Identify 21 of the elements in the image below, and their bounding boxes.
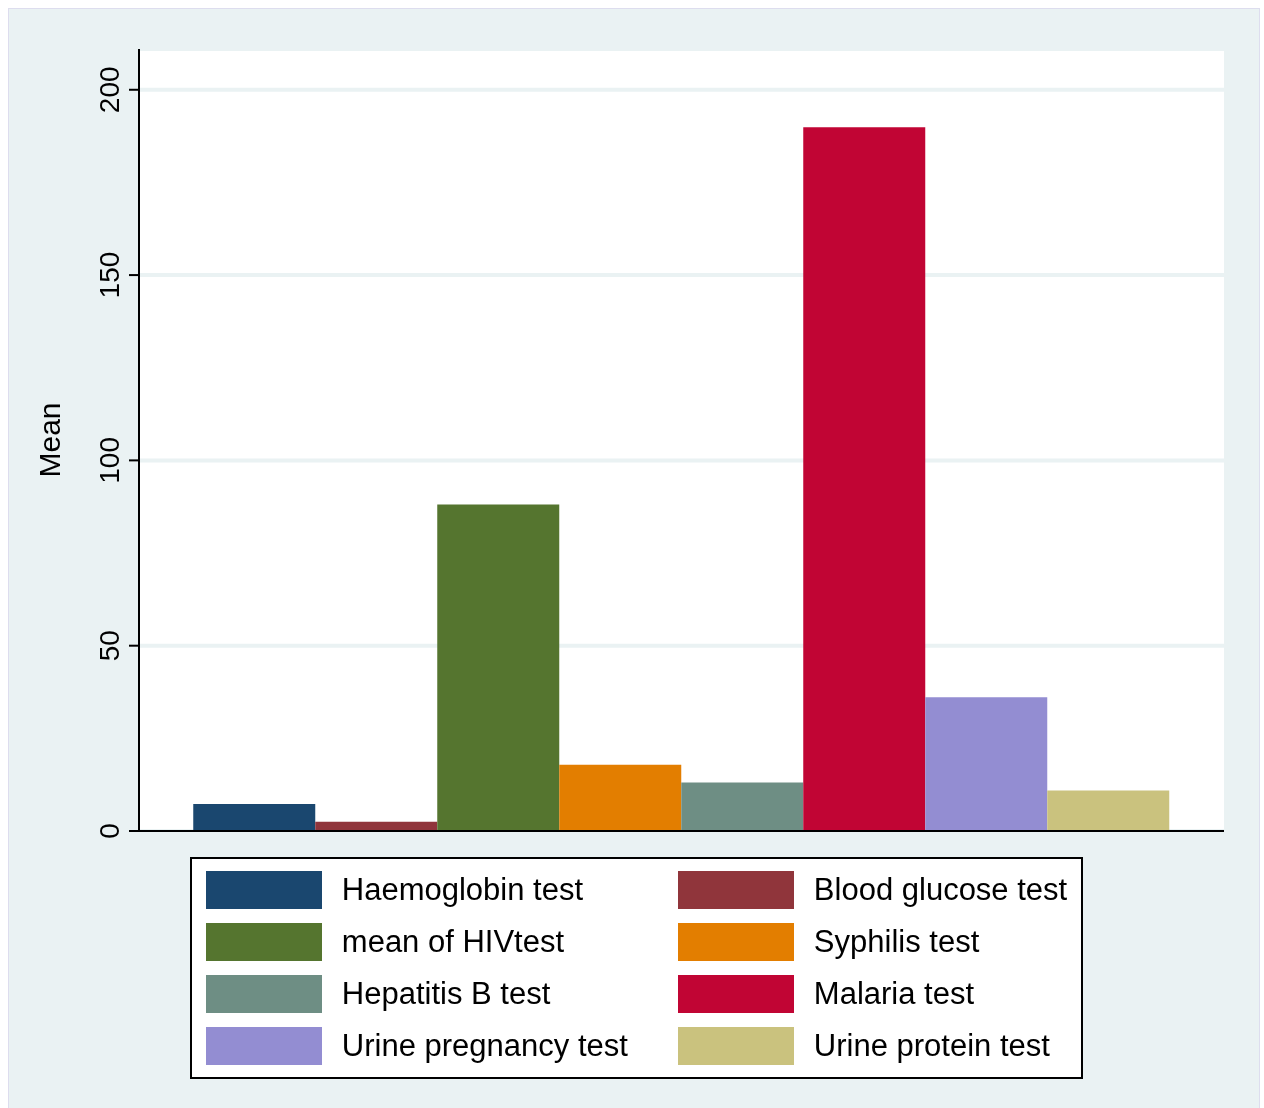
y-tick-label: 0 [94,823,125,839]
y-axis-title: Mean [32,402,66,478]
bar [437,504,560,831]
legend-label: Blood glucose test [813,872,1068,908]
bar [681,782,804,831]
legend-label: Urine protein test [813,1028,1050,1064]
legend-label: Haemoglobin test [341,872,584,908]
y-tick-label: 200 [94,66,125,114]
y-tick-label: 100 [94,437,125,484]
bar [803,127,926,831]
bar [1047,790,1170,831]
legend-label: Malaria test [813,976,975,1012]
bar [925,697,1048,831]
legend-label: Syphilis test [813,924,980,960]
legend-label: mean of HIVtest [341,924,565,960]
y-tick-label: 150 [94,251,125,299]
legend-label: Urine pregnancy test [341,1028,628,1064]
legend-label: Hepatitis B test [341,976,551,1012]
y-tick-label: 50 [94,630,125,662]
bar [559,764,682,831]
bar [193,803,316,831]
